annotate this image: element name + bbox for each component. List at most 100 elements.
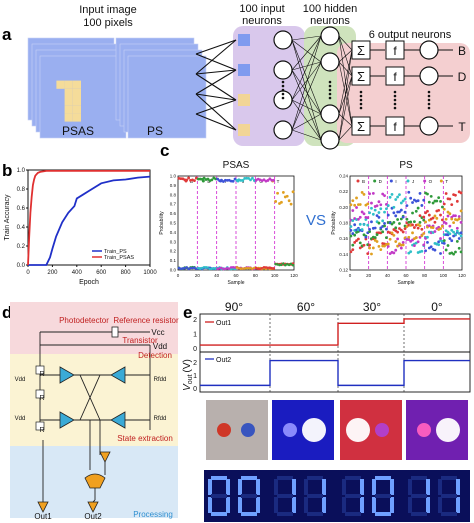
- data-point: [429, 194, 433, 198]
- x-axis-label: Sample: [228, 280, 245, 286]
- data-point: [414, 236, 418, 240]
- data-point: [280, 200, 283, 204]
- plot-frame: [199, 313, 471, 393]
- y-axis-label: Probability: [331, 211, 337, 235]
- data-point: [287, 199, 291, 203]
- data-point: [407, 235, 411, 239]
- segment: [441, 494, 457, 498]
- data-point: [457, 237, 461, 240]
- y-tick-label: 0.9: [170, 183, 177, 188]
- data-point: [351, 243, 355, 247]
- out1-trace: [200, 318, 470, 346]
- segment: [441, 476, 457, 480]
- data-point: [187, 176, 191, 180]
- y-tick-label: 0.5: [170, 221, 177, 226]
- resistor: [35, 421, 45, 431]
- x-tick-label: 40: [385, 273, 391, 278]
- input-pixel-square: [238, 34, 250, 46]
- data-point: [459, 234, 463, 238]
- ellipsis-dot: [393, 94, 397, 98]
- connection: [291, 39, 322, 63]
- data-point: [373, 236, 377, 239]
- data-point: [368, 211, 371, 215]
- data-point: [371, 212, 375, 216]
- data-point: [282, 262, 285, 265]
- data-point: [247, 176, 250, 180]
- output-neuron: [419, 66, 439, 86]
- data-point: [353, 203, 357, 207]
- segment: [345, 476, 361, 480]
- psas-sheet: [39, 55, 127, 139]
- y-tick-label: 1.0: [170, 174, 177, 179]
- data-point: [439, 252, 442, 255]
- series-line-Train_PS: [28, 175, 151, 266]
- data-point: [253, 266, 256, 270]
- data-point: [366, 202, 370, 206]
- data-point: [281, 191, 285, 194]
- segment: [438, 479, 442, 495]
- data-point: [427, 224, 431, 228]
- connection: [338, 61, 353, 127]
- sum-symbol: Σ: [357, 69, 365, 84]
- panel-label-a: a: [2, 25, 12, 44]
- state-extraction-label: State extraction: [117, 434, 173, 443]
- input-neuron: [273, 30, 293, 50]
- state-extraction-region: [10, 354, 178, 446]
- data-point: [358, 203, 362, 206]
- data-point: [422, 198, 426, 202]
- data-point: [375, 233, 379, 236]
- data-point: [351, 232, 355, 235]
- segment: [208, 479, 212, 495]
- y-tick-label: 2: [193, 317, 197, 324]
- data-point: [386, 204, 390, 207]
- data-point: [392, 211, 396, 215]
- segment: [456, 497, 460, 513]
- y-tick-label: 1: [193, 331, 197, 338]
- data-point: [383, 194, 386, 198]
- ps-image-stack: [115, 37, 207, 139]
- y-tick-label: 0.8: [17, 187, 26, 193]
- resistor: [111, 326, 119, 338]
- led-photo: [206, 400, 268, 460]
- panel-c-ps-chart: PS 0 20 40 60 80 100 120 0.12 0.14 0.16 0.18 0.20 0.2…: [331, 160, 466, 286]
- ellipsis-dot: [281, 84, 285, 88]
- data-point: [251, 176, 254, 180]
- led-light: [436, 418, 460, 442]
- data-point: [435, 216, 439, 220]
- data-point: [441, 224, 444, 228]
- data-point: [457, 217, 461, 221]
- segment: [390, 497, 394, 513]
- connection: [338, 35, 353, 51]
- segment: [426, 479, 430, 495]
- input-arrow: [195, 73, 237, 101]
- data-point: [429, 245, 433, 249]
- data-point: [409, 196, 413, 200]
- data-point: [366, 223, 370, 227]
- panel-b-accuracy-chart: 0 200 400 600 800 1000 0.0 0.2 0.4 0.6 0.8 1.0 Epoch…: [4, 168, 157, 286]
- rfdd-label-1: Rfdd: [154, 377, 167, 383]
- data-point: [262, 265, 266, 269]
- panel-c-psas-chart: PSAS 0 20 40 60 80 100 120 0.0 0.1 0.2 0.3 0.4 0.5 0.6…: [159, 160, 298, 286]
- data-point: [368, 243, 371, 247]
- data-point: [355, 206, 358, 209]
- input-image-title: Input image: [79, 4, 136, 16]
- y-tick-label: 1.0: [17, 168, 26, 174]
- x-tick-label: 60: [233, 273, 239, 278]
- data-point: [355, 239, 358, 243]
- data-point: [355, 196, 358, 200]
- legend-marker: [356, 179, 360, 183]
- activation-symbol: f: [393, 70, 397, 84]
- connection: [338, 61, 353, 77]
- ellipsis-dot: [328, 88, 332, 92]
- data-point: [420, 204, 424, 207]
- data-point: [418, 220, 422, 224]
- data-point: [390, 222, 394, 226]
- data-point: [427, 200, 431, 204]
- segment: [342, 479, 346, 495]
- segment: [342, 497, 346, 513]
- data-point: [386, 244, 390, 248]
- data-point: [291, 190, 295, 194]
- data-point: [390, 231, 394, 235]
- segment: [277, 476, 293, 480]
- data-point: [272, 178, 276, 182]
